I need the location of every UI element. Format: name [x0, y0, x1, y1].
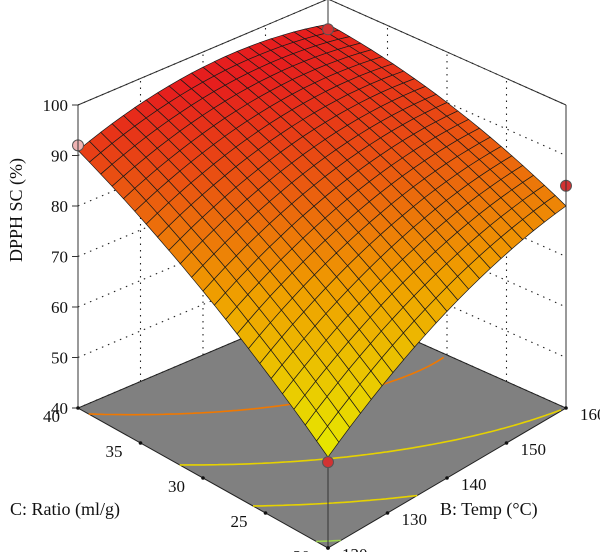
surface-layer [77, 23, 567, 458]
y-tick-label: 30 [168, 477, 185, 496]
x-tick-label: 120 [342, 545, 368, 552]
y-tick-mark [201, 476, 205, 480]
y-axis-label: C: Ratio (ml/g) [10, 499, 120, 520]
tick-layer: 40 50 60 70 80 90 100 20 25 30 35 40 120 130 140 150 160 [43, 96, 600, 552]
z-tick-label: 80 [51, 197, 68, 216]
surface-cell [316, 425, 340, 458]
y-tick-mark [138, 441, 143, 445]
x-tick-label: 130 [402, 510, 428, 529]
x-tick-mark [326, 546, 330, 550]
floor-contour [179, 409, 562, 466]
x-axis-label: B: Temp (°C) [440, 499, 538, 520]
x-tick-label: 150 [521, 440, 547, 459]
y-tick-label: 20 [293, 547, 310, 552]
box-edge [77, 0, 327, 106]
floor-contour [252, 494, 418, 507]
design-point [322, 456, 334, 469]
y-tick-label: 35 [106, 442, 123, 461]
x-tick-mark [385, 511, 390, 515]
x-tick-mark [445, 476, 449, 480]
y-tick-mark [263, 511, 268, 515]
z-tick-label: 100 [43, 96, 69, 115]
z-tick-label: 50 [51, 349, 68, 368]
y-tick-label: 25 [231, 512, 248, 531]
design-point [322, 23, 334, 36]
y-tick-mark [76, 406, 80, 410]
z-tick-label: 90 [51, 147, 68, 166]
z-tick-label: 40 [51, 399, 68, 418]
y-tick-label: 40 [43, 407, 60, 426]
z-axis-label: DPPH SC (%) [6, 158, 27, 262]
z-tick-label: 70 [51, 248, 68, 267]
x-tick-label: 140 [461, 475, 487, 494]
x-tick-mark [504, 441, 509, 445]
x-tick-label: 160 [580, 405, 600, 424]
x-tick-mark [564, 406, 568, 410]
z-tick-label: 60 [51, 298, 68, 317]
